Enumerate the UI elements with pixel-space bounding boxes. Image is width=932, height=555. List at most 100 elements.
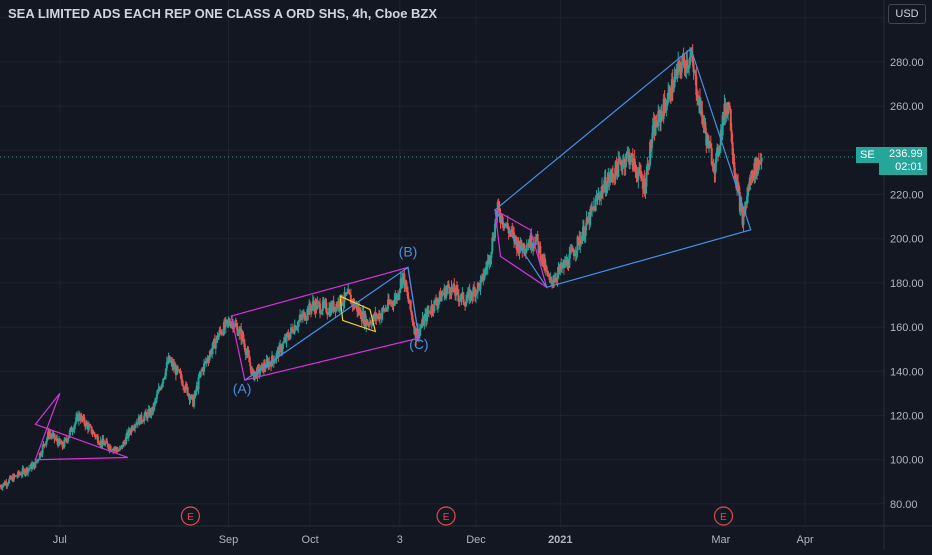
candle-body-up xyxy=(74,422,77,426)
candle-body-down xyxy=(470,291,473,297)
candle-body-up xyxy=(295,327,298,330)
drawing-wave-abc xyxy=(244,266,420,381)
candle-body-down xyxy=(431,305,434,311)
candle-body-down xyxy=(226,319,229,322)
candle-body-down xyxy=(523,243,526,251)
candle-body-up xyxy=(649,141,652,166)
candle-body-down xyxy=(709,143,712,149)
candle-body-down xyxy=(102,438,105,443)
candle-body-down xyxy=(572,248,575,253)
candle-body-down xyxy=(628,151,631,165)
candle-body-up xyxy=(758,161,761,165)
candle-body-up xyxy=(714,162,717,174)
earnings-marker-label: E xyxy=(443,512,450,523)
candle-body-down xyxy=(204,361,207,363)
candle-body-up xyxy=(189,398,192,401)
candle-body-down xyxy=(415,328,418,342)
candle-body-up xyxy=(752,179,755,181)
candle-body-down xyxy=(643,178,646,195)
candle-body-up xyxy=(339,307,341,309)
candle-body-down xyxy=(140,414,143,422)
candle-body-down xyxy=(78,413,81,419)
candle-body-down xyxy=(83,416,86,424)
candle-body-down xyxy=(387,299,390,304)
currency-button[interactable]: USD xyxy=(888,4,926,24)
candle-body-up xyxy=(354,306,357,308)
candle-body-up xyxy=(569,250,572,255)
candle-body-down xyxy=(23,469,26,475)
candle-body-down xyxy=(733,161,736,174)
candle-body-down xyxy=(280,345,283,352)
candle-body-up xyxy=(282,341,285,344)
candle-body-down xyxy=(455,287,458,289)
candle-body-up xyxy=(450,286,453,296)
y-tick-label: 180.00 xyxy=(890,278,924,290)
candle-body-up xyxy=(193,398,196,407)
candle-body-up xyxy=(253,374,256,380)
candle-body-up xyxy=(629,161,632,165)
candle-body-up xyxy=(610,171,613,178)
candle-body-up xyxy=(162,378,165,384)
candle-body-up xyxy=(401,272,404,285)
candle-body-down xyxy=(574,253,577,255)
candle-body-down xyxy=(406,288,409,293)
candle-body-down xyxy=(5,482,8,486)
candle-body-up xyxy=(119,447,122,449)
candle-body-down xyxy=(543,258,546,271)
candle-body-down xyxy=(179,372,182,374)
candle-body-down xyxy=(530,235,533,248)
candle-body-up xyxy=(151,406,154,415)
candle-body-down xyxy=(759,161,762,163)
candle-body-down xyxy=(708,141,711,144)
candle-body-up xyxy=(164,368,167,376)
candle-body-up xyxy=(190,395,193,399)
candle-body-down xyxy=(89,425,92,427)
candle-body-down xyxy=(109,445,112,451)
candle-body-up xyxy=(51,434,54,437)
drawing-flag-oct xyxy=(339,295,377,333)
candle-body-down xyxy=(456,288,459,296)
candle-body-up xyxy=(268,361,271,368)
last-price-value: 236.99 xyxy=(889,148,923,160)
candle-body-up xyxy=(644,186,647,195)
candle-body-up xyxy=(143,416,146,422)
candle-body-down xyxy=(168,355,171,362)
candle-body-down xyxy=(477,282,480,284)
candle-body-down xyxy=(129,432,132,434)
candle-body-down xyxy=(207,360,210,362)
candle-body-up xyxy=(238,329,241,334)
candle-body-up xyxy=(68,430,71,436)
candle-body-up xyxy=(648,165,651,170)
candle-body-up xyxy=(345,293,348,296)
candle-body-down xyxy=(633,158,636,167)
candle-body-up xyxy=(218,330,221,336)
candle-body-up xyxy=(483,275,486,281)
candle-body-up xyxy=(67,438,69,442)
candle-body-down xyxy=(181,379,184,386)
candle-body-up xyxy=(665,106,668,111)
candle-body-up xyxy=(251,369,254,374)
candle-body-down xyxy=(219,330,222,332)
candle-body-up xyxy=(6,484,9,486)
candle-body-down xyxy=(70,427,73,432)
candle-body-up xyxy=(624,161,627,168)
candle-body-down xyxy=(701,114,704,125)
candle-body-down xyxy=(737,185,740,193)
candle-body-down xyxy=(49,434,52,436)
wave-label: (A) xyxy=(233,380,252,396)
candle-body-up xyxy=(746,195,749,204)
wave-label: (C) xyxy=(409,336,428,352)
wave-label: (B) xyxy=(399,243,418,259)
candle-body-down xyxy=(61,441,64,448)
candle-body-up xyxy=(386,308,389,310)
candle-body-up xyxy=(702,123,705,125)
candle-body-down xyxy=(663,98,666,106)
candle-body-up xyxy=(397,293,400,299)
candle-body-down xyxy=(640,177,643,181)
candle-body-up xyxy=(40,453,43,455)
candle-body-up xyxy=(297,321,300,327)
last-price-symbol: SE xyxy=(856,147,879,163)
candle-body-up xyxy=(614,161,617,180)
